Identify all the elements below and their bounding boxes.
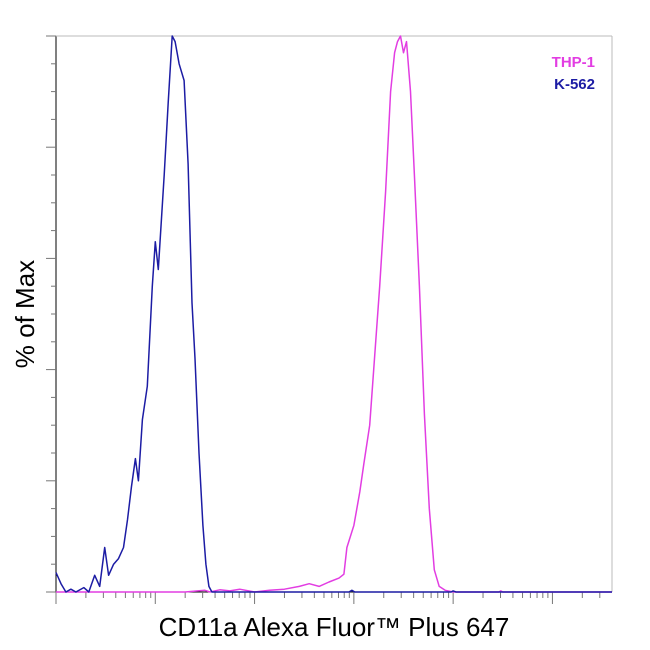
legend: THP-1 K-562	[552, 54, 595, 93]
series-line-k-562	[55, 35, 612, 593]
x-axis-title: CD11a Alexa Fluor™ Plus 647	[159, 612, 510, 642]
series-layer	[55, 35, 612, 593]
series-line-thp-1	[56, 35, 612, 593]
y-axis-title: % of Max	[10, 260, 40, 368]
legend-label-thp-1: THP-1	[552, 54, 595, 71]
x-axis-ticks	[55, 592, 601, 604]
y-axis-ticks	[46, 35, 56, 593]
legend-label-k-562: K-562	[554, 76, 595, 93]
plot-frame	[55, 35, 613, 593]
